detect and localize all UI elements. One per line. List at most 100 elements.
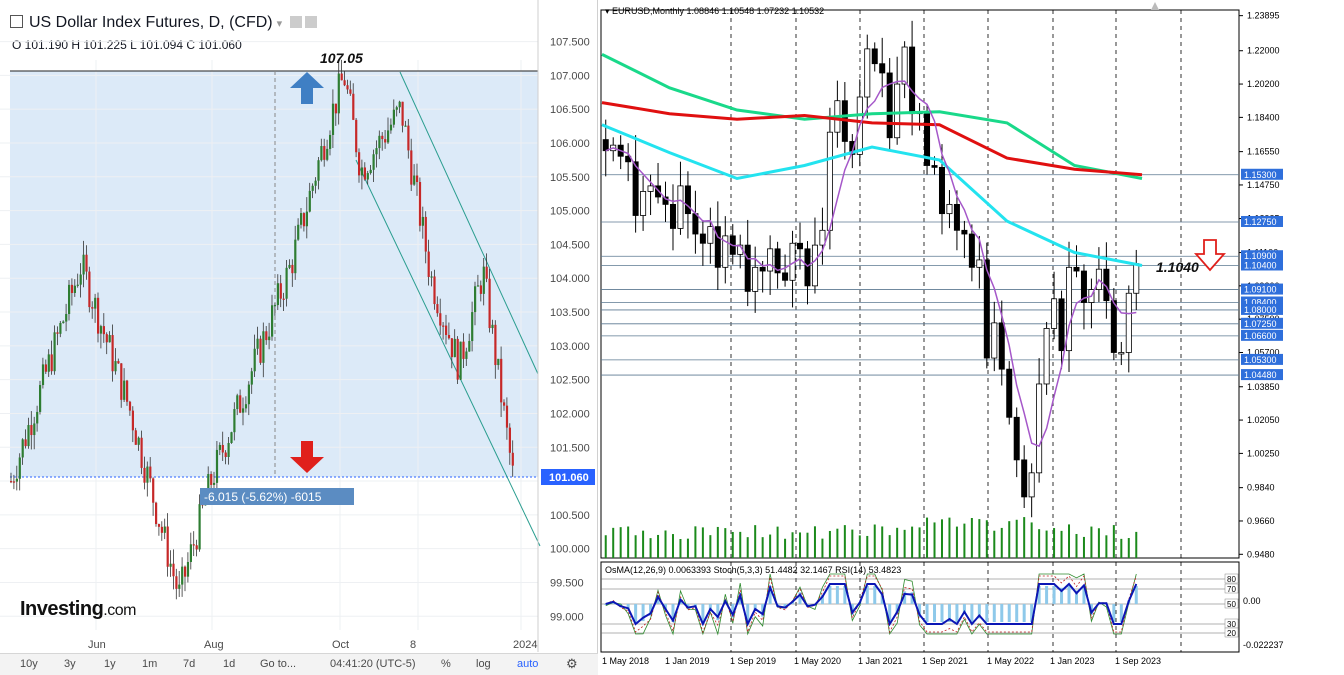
candle-body	[297, 224, 300, 240]
chevron-down-icon[interactable]: ▾	[276, 18, 283, 30]
range-3y[interactable]: 3y	[64, 658, 76, 670]
candle-body	[302, 213, 306, 227]
candle-body	[372, 154, 375, 170]
price-frame	[600, 9, 1240, 559]
candle-body	[320, 146, 323, 161]
eurusd-header-text: EURUSD,Monthly 1.08846 1.10548 1.07232 1…	[612, 6, 825, 16]
logo-suffix: .com	[103, 602, 136, 619]
volume-bar	[1112, 525, 1115, 558]
chart-title-text: US Dollar Index Futures, D, (CFD)	[29, 14, 273, 31]
level-tag	[1241, 296, 1283, 308]
candle-body	[387, 130, 390, 143]
candle-body	[1036, 383, 1043, 474]
dxy-chart-canvas[interactable]: 99.00099.500100.000100.500101.000101.500…	[0, 0, 598, 652]
candle-body	[140, 437, 143, 468]
eurusd-chart-canvas[interactable]: 0.9480 0.9660 0.9840 1.00250 1.02050 1.03850 1…	[599, 0, 1344, 674]
candle-body	[1028, 472, 1035, 498]
volume-bar	[657, 534, 660, 558]
goto-button[interactable]: Go to...	[260, 658, 297, 670]
candle-body	[291, 264, 294, 274]
candle-body	[879, 63, 886, 74]
candle-body	[82, 254, 85, 275]
candle-body	[901, 46, 908, 85]
range-7d[interactable]: 7d	[183, 658, 196, 670]
candle-body	[146, 466, 149, 483]
candle-body	[247, 384, 250, 405]
y-tick-label: 107.000	[550, 70, 590, 82]
y-tick-label: 1.00250	[1247, 448, 1280, 458]
candle-body	[308, 190, 311, 212]
candle-body	[485, 266, 488, 279]
gear-icon[interactable]	[305, 16, 318, 28]
candle-body	[218, 444, 221, 450]
range-1y[interactable]: 1y	[104, 658, 116, 670]
candle-body	[1043, 328, 1050, 385]
dropdown-icon[interactable]: ▾	[605, 6, 613, 16]
osc-level-label: 70	[1227, 585, 1236, 594]
change-label-box	[200, 488, 354, 505]
level-tag-label: 1.07250	[1244, 319, 1277, 329]
osma-bar	[903, 591, 907, 604]
candle-body	[1058, 298, 1065, 352]
candle-body	[94, 297, 97, 309]
range-10y[interactable]: 10y	[20, 658, 38, 670]
volume-bar	[1000, 527, 1003, 558]
percent-toggle[interactable]: %	[441, 658, 451, 670]
osma-bar	[970, 604, 974, 622]
range-1d[interactable]: 1d	[223, 658, 236, 670]
candle-body	[401, 101, 404, 126]
volume-bar	[1082, 536, 1085, 558]
candle-body	[343, 80, 346, 86]
candle-body	[692, 213, 699, 235]
osma-bar	[731, 604, 735, 618]
level-tag	[1241, 250, 1283, 262]
candle-body	[184, 566, 187, 577]
osma-bar	[798, 592, 802, 604]
candle-body	[340, 73, 343, 81]
gear-icon[interactable]: ⚙	[566, 656, 578, 671]
candle-body	[239, 395, 242, 413]
log-toggle[interactable]: log	[476, 658, 491, 670]
y-tick-label: 100.500	[550, 510, 590, 522]
candle-body	[337, 73, 340, 114]
candle-body	[221, 444, 224, 453]
osma-bar	[649, 604, 653, 616]
candle-body	[392, 109, 395, 125]
candle-body	[149, 466, 152, 479]
candle-body	[166, 526, 169, 567]
level-tag-label: 1.06600	[1244, 331, 1277, 341]
candle-body	[505, 405, 509, 428]
volume-bar	[1045, 530, 1048, 558]
candle-body	[871, 48, 878, 65]
osma-bar	[626, 604, 630, 610]
candle-body	[279, 283, 282, 299]
range-1m[interactable]: 1m	[142, 658, 158, 670]
osma-bar	[1045, 586, 1049, 604]
candle-body	[416, 175, 419, 183]
auto-toggle[interactable]: auto	[517, 658, 539, 670]
candle-body	[976, 259, 983, 268]
settings-icon[interactable]	[290, 16, 303, 28]
y-tick-label: 1.02050	[1247, 415, 1280, 425]
candle-body	[355, 119, 358, 153]
candle-body	[294, 239, 297, 274]
osc-level-tag	[1224, 583, 1239, 594]
candle-body	[68, 284, 71, 315]
candle-body	[404, 125, 407, 127]
oscillator-frame	[600, 561, 1240, 653]
candle-body	[494, 324, 497, 366]
candle-body	[157, 524, 161, 527]
candle-body	[456, 338, 459, 380]
ma-green-line	[601, 53, 1143, 180]
candle-body	[352, 93, 355, 120]
osma-bar	[604, 604, 608, 605]
level-tag-label: 1.04480	[1244, 370, 1277, 380]
osma-bar	[1015, 604, 1019, 622]
arrow-down-icon	[290, 441, 324, 473]
y-tick-label: 1.03850	[1247, 382, 1280, 392]
collapse-icon[interactable]	[10, 15, 23, 28]
candle-body	[378, 135, 381, 149]
level-tag	[1241, 329, 1283, 341]
candle-body	[99, 326, 103, 334]
volume-bar	[671, 534, 674, 558]
